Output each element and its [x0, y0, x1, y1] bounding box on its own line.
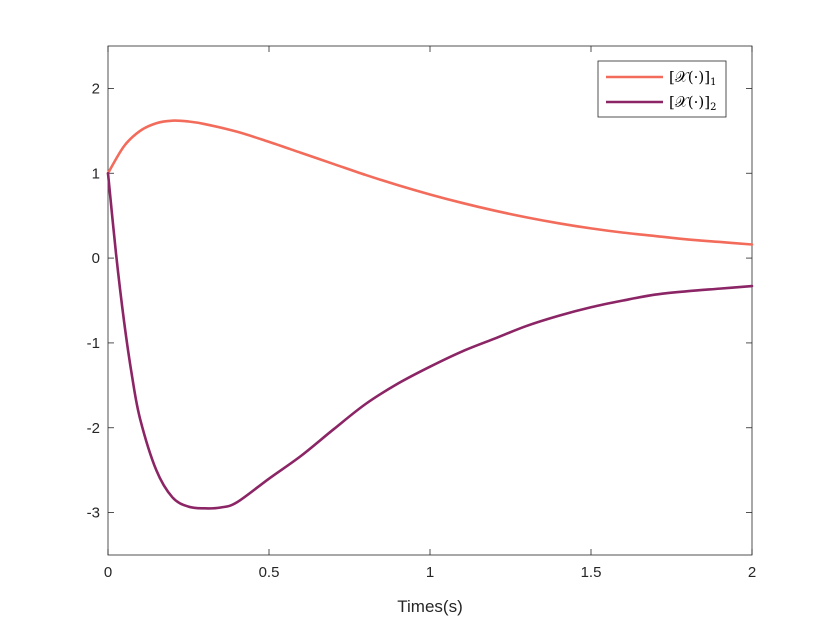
plot-area — [107, 45, 753, 556]
x-tick-label: 0 — [104, 564, 112, 581]
y-tick-label: 0 — [92, 250, 100, 267]
legend-label-2: [𝒳(·)]2 — [669, 93, 716, 113]
y-tick-label: -2 — [87, 420, 100, 437]
legend-label-main: [𝒳(·)] — [669, 93, 710, 111]
x-tick-label: 1.5 — [581, 564, 602, 581]
y-tick-label: 1 — [92, 165, 100, 182]
y-tick-label: -1 — [87, 335, 100, 352]
y-tick-label: 2 — [92, 80, 100, 97]
legend-label-subscript: 2 — [710, 102, 716, 113]
tick-labels: 0 0.5 1 1.5 2 2 1 0 -1 -2 -3 — [87, 80, 757, 581]
axis-ticks — [107, 46, 753, 555]
x-axis-label: Times(s) — [397, 597, 462, 616]
x-tick-label: 1 — [426, 564, 434, 581]
series-line-1 — [106, 119, 754, 246]
legend-box — [597, 60, 727, 118]
series-layer — [106, 119, 754, 510]
legend-label-main: [𝒳(·)] — [669, 68, 710, 86]
y-tick-label: -3 — [87, 505, 100, 522]
series-line-2 — [106, 171, 754, 510]
legend-label-subscript: 1 — [710, 77, 716, 88]
legend: [𝒳(·)]1[𝒳(·)]2 — [597, 60, 727, 118]
x-tick-label: 2 — [748, 564, 756, 581]
legend-label-1: [𝒳(·)]1 — [669, 68, 716, 88]
x-tick-label: 0.5 — [259, 564, 280, 581]
